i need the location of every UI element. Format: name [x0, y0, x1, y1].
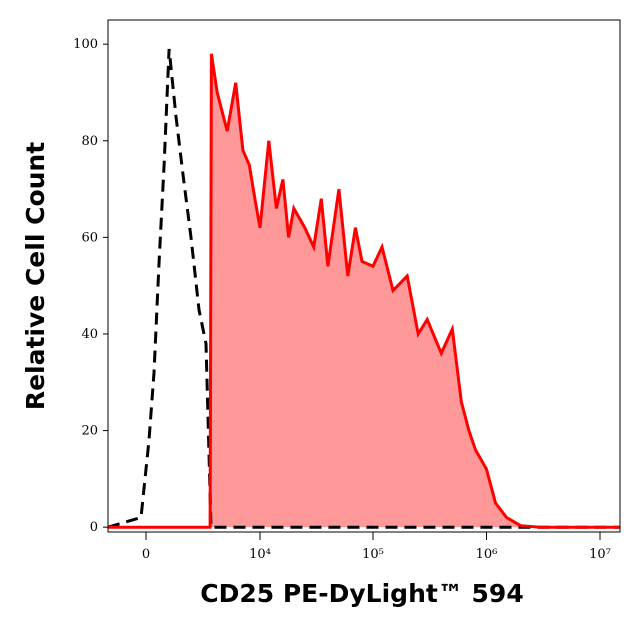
x-tick-label: 10⁶	[476, 547, 498, 562]
y-tick-label: 80	[81, 134, 98, 149]
x-axis-label: CD25 PE-DyLight™ 594	[200, 579, 523, 608]
y-axis-label: Relative Cell Count	[21, 142, 50, 410]
y-tick-label: 40	[81, 327, 98, 342]
x-tick-label: 0	[142, 547, 150, 562]
y-tick-label: 100	[73, 37, 98, 52]
x-tick-label: 10⁴	[249, 547, 271, 562]
line	[107, 48, 620, 529]
area	[108, 53, 620, 528]
x-tick-label: 10⁷	[589, 547, 611, 562]
plot-frame	[107, 19, 621, 533]
y-tick-label: 20	[81, 424, 98, 439]
y-tick-label: 60	[81, 230, 98, 245]
x-tick-label: 10⁵	[362, 547, 384, 562]
line	[108, 53, 620, 529]
y-tick-label: 0	[90, 520, 98, 535]
